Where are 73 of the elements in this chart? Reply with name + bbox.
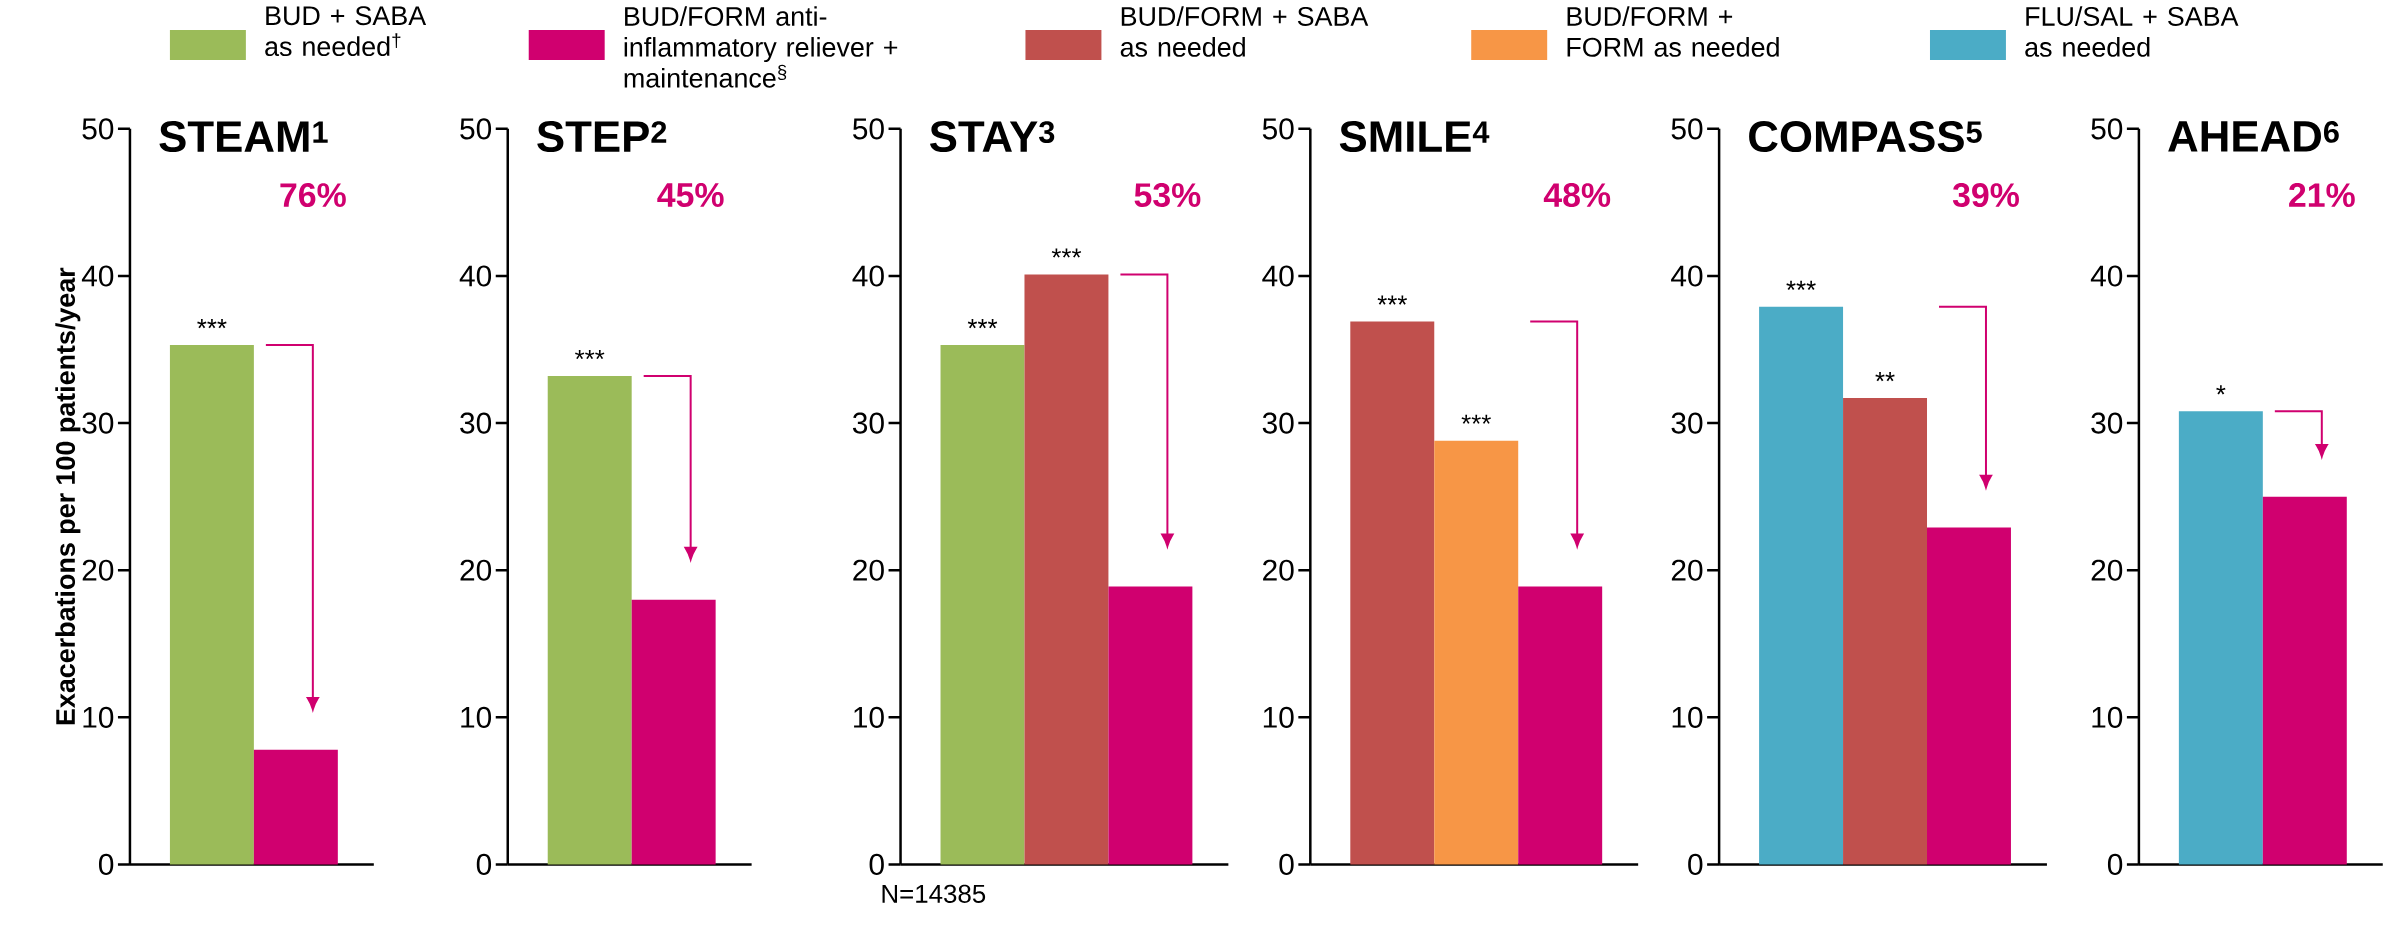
y-tick-label: 20 bbox=[1671, 559, 1703, 581]
data-label: * bbox=[2216, 385, 2226, 395]
y-tick-label: 20 bbox=[853, 559, 884, 581]
y-tick-label: 50 bbox=[853, 118, 884, 140]
y-tick-label: 30 bbox=[2091, 412, 2123, 434]
annotation: 53% bbox=[1134, 182, 1201, 207]
y-tick-label: 30 bbox=[852, 412, 884, 434]
bar bbox=[1518, 586, 1603, 865]
y-tick-label: 10 bbox=[1263, 706, 1294, 728]
y-tick-label: 0 bbox=[869, 853, 884, 875]
data-label: *** bbox=[1461, 414, 1491, 424]
y-tick-label: 10 bbox=[83, 706, 114, 728]
y-tick-label: 40 bbox=[459, 265, 492, 287]
bar bbox=[940, 344, 1025, 865]
bar bbox=[1927, 527, 2011, 865]
bar bbox=[1434, 440, 1519, 865]
annotation: 45% bbox=[657, 182, 724, 207]
chart-title: STEAM$^{1}$ bbox=[159, 120, 328, 152]
data-label: *** bbox=[967, 318, 998, 328]
chart-title: COMPASS$^{5}$ bbox=[1749, 120, 1982, 152]
y-tick-label: 50 bbox=[2091, 118, 2123, 140]
y-axis-title: Exacerbations per 100 patients/year bbox=[55, 267, 81, 724]
data-label: *** bbox=[1377, 295, 1407, 305]
y-tick-label: 50 bbox=[82, 118, 114, 140]
legend-label: FLU/SAL + SABA as needed bbox=[2025, 5, 2239, 57]
text: N=14385 bbox=[882, 884, 986, 903]
chart-title: STAY$^{3}$ bbox=[929, 120, 1055, 152]
chart-title: STEP$^{2}$ bbox=[537, 120, 667, 152]
y-tick-label: 20 bbox=[460, 559, 492, 581]
y-tick-label: 50 bbox=[1262, 118, 1294, 140]
y-tick-label: 40 bbox=[852, 265, 884, 287]
y-tick-label: 10 bbox=[461, 706, 492, 728]
bar bbox=[1843, 397, 1928, 865]
data-label: *** bbox=[1051, 248, 1082, 258]
y-tick-label: 40 bbox=[1262, 265, 1294, 287]
bar bbox=[1350, 321, 1435, 865]
y-tick-label: 0 bbox=[98, 853, 114, 875]
y-tick-label: 10 bbox=[1672, 706, 1703, 728]
y-tick-label: 40 bbox=[2090, 265, 2123, 287]
legend-label: BUD/FORM anti-inflammatory reliever + maintenance$^{§}$ bbox=[624, 5, 898, 88]
data-label: *** bbox=[1786, 280, 1816, 290]
legend-label: BUD/FORM + SABA as needed bbox=[1120, 5, 1369, 57]
y-tick-label: 20 bbox=[1263, 559, 1294, 581]
annotation: 48% bbox=[1543, 182, 1611, 207]
y-tick-label: 0 bbox=[1688, 853, 1703, 875]
annotation: 39% bbox=[1952, 182, 2019, 207]
y-tick-label: 0 bbox=[1279, 853, 1294, 875]
y-tick-label: 40 bbox=[81, 265, 114, 287]
data-label: *** bbox=[197, 318, 227, 328]
bar bbox=[1108, 586, 1193, 865]
y-tick-label: 10 bbox=[2092, 706, 2123, 728]
y-tick-label: 30 bbox=[460, 412, 492, 434]
y-tick-label: 50 bbox=[1671, 118, 1703, 140]
chart-title: SMILE$^{4}$ bbox=[1339, 120, 1490, 152]
legend-label: BUD/FORM + FORM as needed bbox=[1567, 5, 1779, 57]
y-tick-label: 50 bbox=[460, 118, 492, 140]
y-tick-label: 30 bbox=[1671, 412, 1703, 434]
y-tick-label: 40 bbox=[1671, 265, 1703, 287]
chart-title: AHEAD$^{6}$ bbox=[2168, 120, 2339, 152]
data-label: *** bbox=[575, 349, 605, 359]
y-tick-label: 10 bbox=[854, 706, 884, 728]
annotation: 21% bbox=[2289, 182, 2355, 207]
legend-label: BUD + SABA as needed$^{†}$ bbox=[265, 5, 427, 56]
y-tick-label: 20 bbox=[2091, 559, 2123, 581]
y-tick-label: 20 bbox=[82, 559, 114, 581]
annotation: 76% bbox=[280, 182, 346, 207]
bar bbox=[1759, 306, 1844, 865]
y-tick-label: 30 bbox=[1262, 412, 1294, 434]
data-label: ** bbox=[1875, 371, 1895, 381]
y-tick-label: 0 bbox=[2107, 853, 2123, 875]
y-tick-label: 30 bbox=[82, 412, 114, 434]
bar bbox=[1024, 274, 1109, 865]
y-tick-label: 0 bbox=[476, 853, 492, 875]
